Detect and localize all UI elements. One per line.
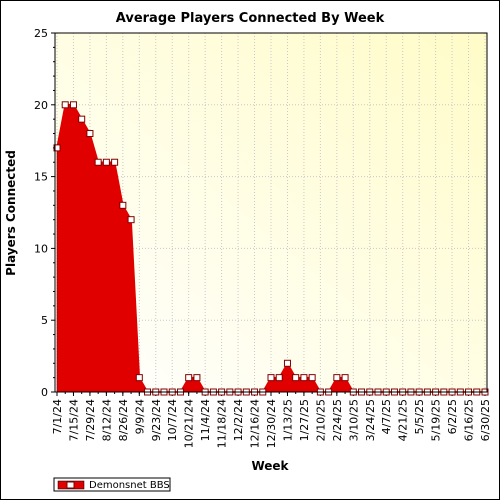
data-point: [135, 374, 143, 382]
x-tick-label: 5/19/25: [430, 399, 443, 441]
x-tick-label: 1/27/25: [298, 399, 311, 441]
data-point: [185, 374, 193, 382]
y-tick-label: 25: [34, 27, 48, 40]
x-tick-label: 7/15/24: [67, 399, 80, 441]
x-tick-label: 11/4/24: [199, 399, 212, 441]
data-point: [300, 374, 308, 382]
y-axis-label: Players Connected: [4, 150, 18, 276]
x-tick-label: 5/5/25: [413, 399, 426, 434]
data-point: [283, 359, 291, 367]
x-tick-label: 6/2/25: [446, 399, 459, 434]
x-tick-label: 7/1/24: [51, 399, 64, 434]
x-tick-label: 6/16/25: [463, 399, 476, 441]
x-tick-label: 4/21/25: [397, 399, 410, 441]
data-point: [127, 216, 135, 224]
y-tick-label: 15: [34, 171, 48, 184]
data-point: [111, 158, 119, 166]
data-point: [119, 201, 127, 209]
data-point: [86, 130, 94, 138]
data-point: [292, 374, 300, 382]
y-tick-label: 10: [34, 242, 48, 255]
x-axis-label: Week: [251, 459, 289, 473]
x-tick-label: 8/26/24: [117, 399, 130, 441]
data-point: [94, 158, 102, 166]
x-tick-label: 10/21/24: [183, 399, 196, 448]
x-tick-label: 4/7/25: [380, 399, 393, 434]
y-tick-label: 20: [34, 99, 48, 112]
data-point: [69, 101, 77, 109]
data-point: [341, 374, 349, 382]
x-tick-label: 2/24/25: [331, 399, 344, 441]
y-tick-label: 5: [41, 314, 48, 327]
data-point: [193, 374, 201, 382]
x-tick-label: 12/2/24: [232, 399, 245, 441]
data-point: [333, 374, 341, 382]
x-tick-label: 10/7/24: [166, 399, 179, 441]
x-tick-label: 8/12/24: [100, 399, 113, 441]
legend-marker: [66, 481, 75, 489]
x-tick-label: 2/10/25: [314, 399, 327, 441]
plot-border: [54, 32, 488, 393]
x-tick-label: 12/16/24: [249, 399, 262, 448]
legend: Demonsnet BBS: [53, 477, 171, 492]
x-tick-label: 9/23/24: [150, 399, 163, 441]
data-point: [308, 374, 316, 382]
x-tick-label: 12/30/24: [265, 399, 278, 448]
x-tick-label: 6/30/25: [479, 399, 492, 441]
data-point: [275, 374, 283, 382]
x-tick-label: 3/10/25: [347, 399, 360, 441]
x-tick-label: 11/18/24: [216, 399, 229, 448]
x-tick-label: 1/13/25: [281, 399, 294, 441]
x-tick-label: 9/9/24: [133, 399, 146, 434]
x-tick-label: 3/24/25: [364, 399, 377, 441]
chart-title: Average Players Connected By Week: [116, 11, 385, 26]
data-point: [53, 144, 61, 152]
data-point: [267, 374, 275, 382]
x-tick-label: 7/29/24: [84, 399, 97, 441]
data-point: [78, 115, 86, 123]
y-tick-label: 0: [41, 386, 48, 399]
data-point: [102, 158, 110, 166]
data-point: [61, 101, 69, 109]
legend-label-demonsnet: Demonsnet BBS: [89, 480, 170, 491]
